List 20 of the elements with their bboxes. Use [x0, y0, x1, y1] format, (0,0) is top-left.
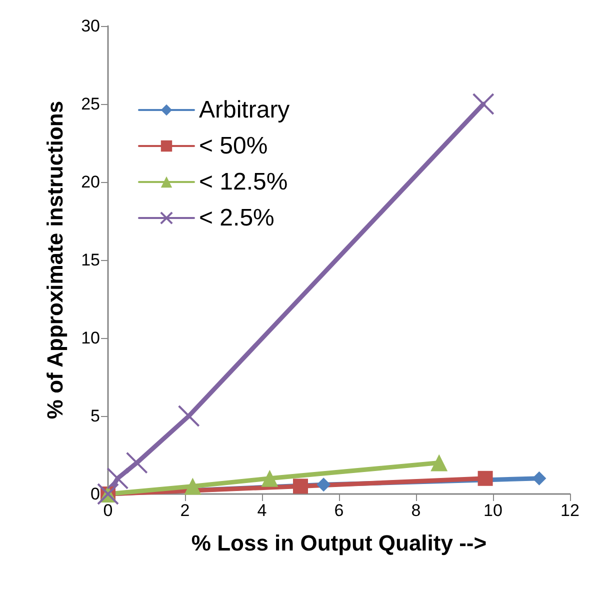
x-tick-label: 10: [484, 501, 502, 520]
y-tick-label: 10: [81, 328, 100, 348]
legend-label: < 12.5%: [199, 168, 288, 196]
legend-label: < 50%: [199, 132, 268, 160]
y-axis-title: % of Approximate instructions: [42, 100, 68, 420]
x-tick-label: 0: [103, 501, 113, 520]
x-tick-label: 6: [334, 501, 344, 520]
y-tick-label: 15: [81, 250, 100, 270]
y-tick-label: 30: [81, 16, 100, 36]
y-tick-label: 5: [90, 406, 100, 426]
y-tick-label: 20: [81, 172, 100, 192]
x-tick-label: 12: [560, 501, 580, 520]
x-axis-title: % Loss in Output Quality -->: [191, 530, 487, 556]
legend-label: < 2.5%: [199, 204, 274, 232]
x-tick-label: 4: [257, 501, 267, 520]
x-tick-label: 8: [411, 501, 421, 520]
y-tick-label: 0: [90, 484, 100, 504]
y-tick-label: 25: [81, 94, 100, 114]
legend-label: Arbitrary: [199, 96, 290, 124]
x-tick-label: 2: [180, 501, 190, 520]
